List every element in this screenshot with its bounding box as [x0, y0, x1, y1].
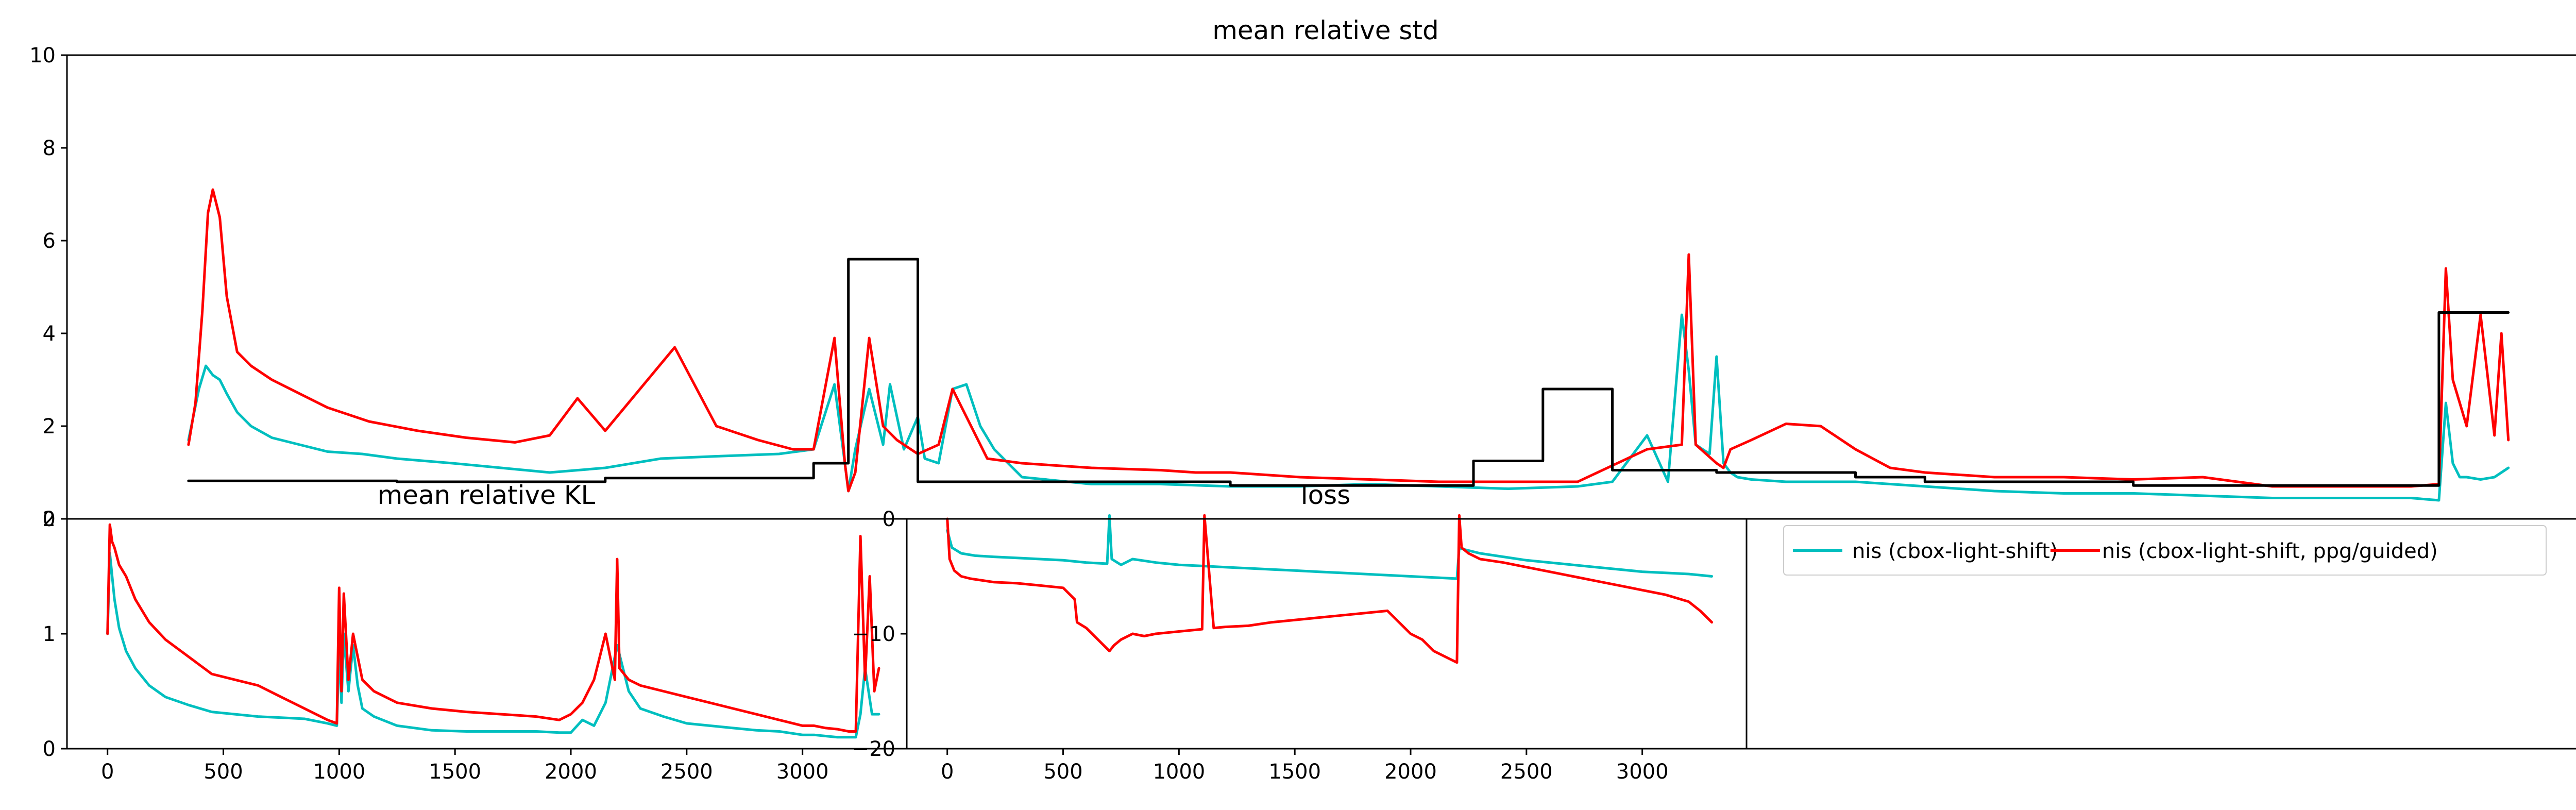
- kl-y-tick-label: 0: [43, 737, 56, 761]
- kl-y-tick-label: 2: [43, 508, 56, 531]
- loss-y-tick-label: −10: [852, 622, 895, 646]
- kl-x-tick-label: 0: [101, 760, 114, 784]
- legend-box: [1783, 525, 2547, 576]
- std-y-tick-label: 2: [43, 415, 56, 438]
- loss-x-tick-label: 3000: [1616, 760, 1669, 784]
- std-plot-frame: [66, 54, 2576, 520]
- std-series-line-2: [187, 258, 2510, 487]
- legend-label-red: nis (cbox-light-shift, ppg/guided): [2102, 539, 2438, 563]
- std-panel-title: mean relative std: [1212, 15, 1439, 45]
- loss-series-line-0: [946, 514, 1714, 580]
- kl-x-tick-label: 2500: [660, 760, 713, 784]
- loss-x-tick-label: 500: [1043, 760, 1082, 784]
- loss-y-tick-label: −20: [852, 737, 895, 761]
- std-y-tick-label: 4: [43, 322, 56, 346]
- legend-label-cyan: nis (cbox-light-shift): [1852, 539, 2058, 563]
- kl-x-tick-label: 500: [204, 760, 243, 784]
- std-y-tick-label: 0: [43, 508, 56, 531]
- loss-y-axis: 0 −10 −20: [852, 508, 907, 761]
- loss-x-tick-label: 0: [941, 760, 954, 784]
- kl-series-line-0: [106, 552, 880, 739]
- kl-x-axis: 0 500 1000 1500 2000 2500 3000: [101, 749, 829, 784]
- kl-series-line-1: [106, 523, 880, 733]
- std-series-line-0: [187, 313, 2510, 502]
- legend-panel: nis (cbox-light-shift) nis (cbox-light-s…: [1745, 518, 2576, 750]
- loss-x-tick-label: 2000: [1384, 760, 1437, 784]
- kl-x-tick-label: 1500: [429, 760, 481, 784]
- std-y-tick-label: 6: [43, 229, 56, 253]
- loss-x-tick-label: 1000: [1153, 760, 1205, 784]
- kl-y-axis: 0 1 2: [43, 508, 67, 761]
- kl-panel-title: mean relative KL: [378, 480, 596, 510]
- loss-series-line-1: [946, 514, 1714, 664]
- std-y-tick-label: 8: [43, 137, 56, 160]
- kl-x-tick-label: 3000: [776, 760, 829, 784]
- std-series-group: [187, 188, 2510, 502]
- loss-panel: 0 −10 −20 0 500 1000 1500 2000 2500 3000 loss: [852, 480, 1748, 784]
- std-series-line-1: [187, 188, 2510, 493]
- kl-panel: 0 1 2 0 500 1000 1500 2000 2500 3000 mean relati…: [43, 480, 908, 784]
- kl-x-tick-label: 1000: [313, 760, 365, 784]
- loss-x-tick-label: 2500: [1500, 760, 1553, 784]
- loss-x-axis: 0 500 1000 1500 2000 2500 3000: [941, 749, 1669, 784]
- loss-plot-frame: [906, 518, 1748, 750]
- loss-y-tick-label: 0: [883, 508, 895, 531]
- kl-y-tick-label: 1: [43, 622, 56, 646]
- std-y-tick-label: 10: [29, 44, 56, 68]
- kl-x-tick-label: 2000: [545, 760, 597, 784]
- loss-series-group: [946, 514, 1714, 664]
- kl-series-group: [106, 523, 880, 739]
- legend: nis (cbox-light-shift) nis (cbox-light-s…: [1783, 525, 2547, 576]
- loss-panel-title: loss: [1301, 480, 1351, 510]
- loss-x-tick-label: 1500: [1268, 760, 1321, 784]
- legend-panel-frame: [1745, 518, 2576, 750]
